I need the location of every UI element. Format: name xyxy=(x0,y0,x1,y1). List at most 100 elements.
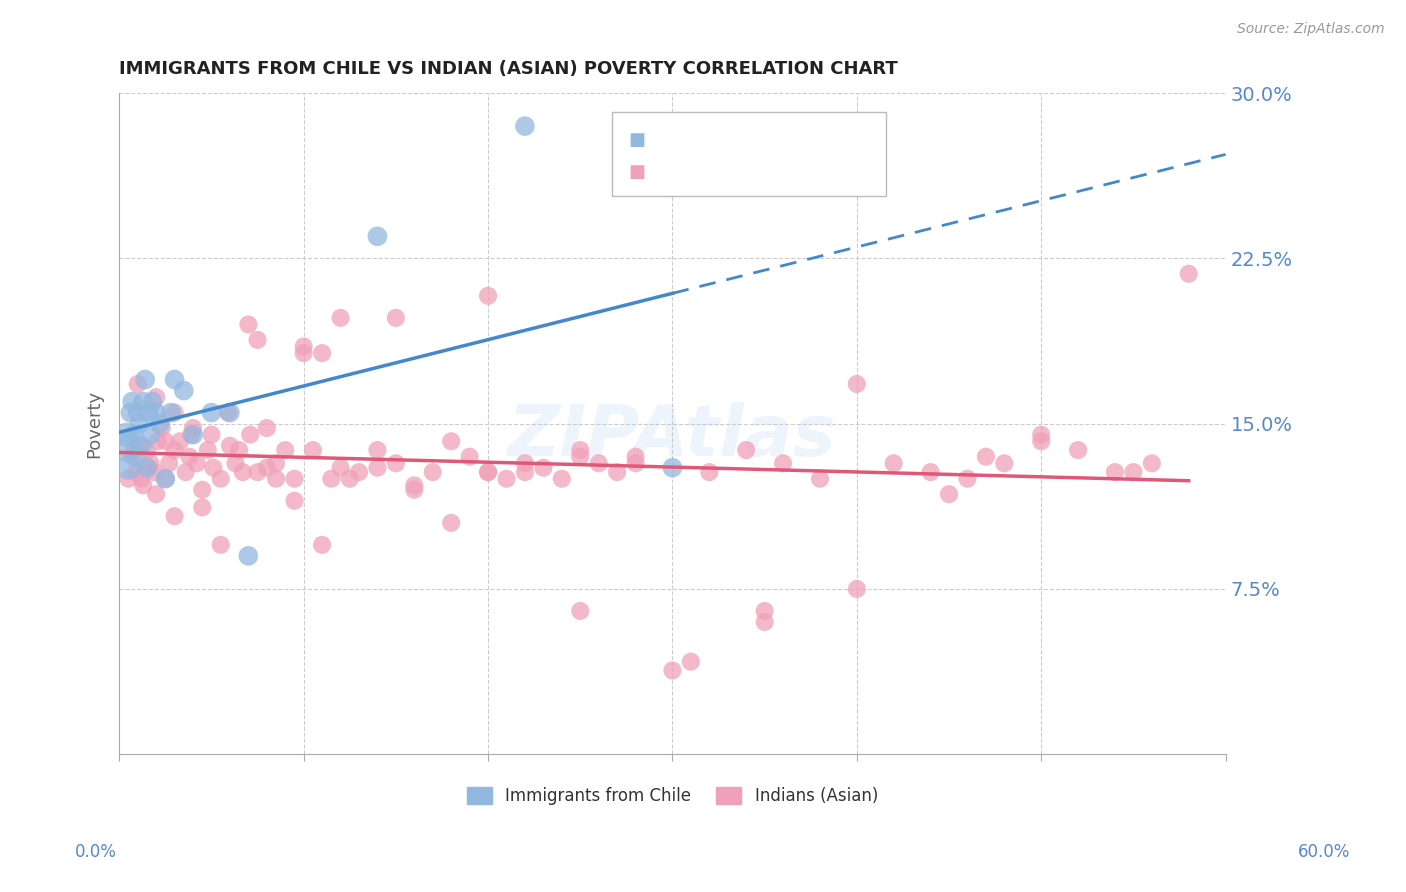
Point xyxy=(440,434,463,449)
Point xyxy=(219,439,242,453)
Point xyxy=(845,376,868,391)
Point xyxy=(883,456,905,470)
Text: 0.093: 0.093 xyxy=(697,163,749,181)
Point xyxy=(163,406,186,420)
Point xyxy=(588,456,610,470)
Point xyxy=(149,417,172,431)
Point xyxy=(155,434,177,449)
Point xyxy=(191,500,214,515)
Text: 0.178: 0.178 xyxy=(697,131,749,149)
Point xyxy=(404,483,426,497)
Point xyxy=(157,456,180,470)
Point xyxy=(217,406,239,420)
Point xyxy=(120,406,142,420)
Point xyxy=(132,478,155,492)
Point xyxy=(311,538,333,552)
Point xyxy=(121,394,143,409)
Point xyxy=(143,465,166,479)
Point xyxy=(117,472,139,486)
Point xyxy=(1067,443,1090,458)
Text: 0.0%: 0.0% xyxy=(75,843,117,861)
Point xyxy=(145,487,167,501)
Point xyxy=(264,456,287,470)
Point xyxy=(114,439,136,453)
Text: IMMIGRANTS FROM CHILE VS INDIAN (ASIAN) POVERTY CORRELATION CHART: IMMIGRANTS FROM CHILE VS INDIAN (ASIAN) … xyxy=(120,60,898,78)
Point xyxy=(122,443,145,458)
Y-axis label: Poverty: Poverty xyxy=(86,390,103,458)
Point xyxy=(224,456,246,470)
Point xyxy=(200,406,222,420)
Point xyxy=(477,289,499,303)
Point xyxy=(174,465,197,479)
Point xyxy=(624,456,647,470)
Point xyxy=(160,406,183,420)
Point xyxy=(115,427,138,442)
Point xyxy=(239,427,262,442)
Point xyxy=(938,487,960,501)
Point xyxy=(141,394,163,409)
Point xyxy=(808,472,831,486)
Point xyxy=(150,421,173,435)
Point xyxy=(569,443,592,458)
Text: ■: ■ xyxy=(628,163,645,181)
Point xyxy=(173,384,195,398)
Point xyxy=(366,443,388,458)
Point xyxy=(139,427,162,442)
Point xyxy=(624,450,647,464)
Point xyxy=(679,655,702,669)
Text: N =: N = xyxy=(759,163,796,181)
Point xyxy=(202,460,225,475)
Point xyxy=(845,582,868,596)
Point xyxy=(117,460,139,475)
Point xyxy=(329,460,352,475)
Point xyxy=(283,472,305,486)
Point xyxy=(163,509,186,524)
Point xyxy=(209,472,232,486)
Point xyxy=(131,472,153,486)
Point xyxy=(132,394,155,409)
Point xyxy=(339,472,361,486)
Point xyxy=(145,406,167,420)
Point xyxy=(128,439,150,453)
Point xyxy=(246,465,269,479)
Point xyxy=(1031,427,1053,442)
Point xyxy=(121,450,143,464)
Point xyxy=(179,450,201,464)
Point xyxy=(191,483,214,497)
Point xyxy=(993,456,1015,470)
Point xyxy=(302,443,325,458)
Text: 29: 29 xyxy=(799,131,823,149)
Point xyxy=(531,460,554,475)
Point xyxy=(697,465,720,479)
Point xyxy=(772,456,794,470)
Point xyxy=(219,406,242,420)
Point xyxy=(735,443,758,458)
Point xyxy=(163,373,186,387)
Point xyxy=(1031,434,1053,449)
Point xyxy=(661,460,683,475)
Point xyxy=(163,443,186,458)
Point xyxy=(404,478,426,492)
Point xyxy=(136,460,159,475)
Point xyxy=(155,472,177,486)
Point xyxy=(347,465,370,479)
Point xyxy=(385,456,408,470)
Point xyxy=(1122,465,1144,479)
Text: ZIPAtlas: ZIPAtlas xyxy=(508,402,837,471)
Point xyxy=(754,615,776,629)
Point xyxy=(569,604,592,618)
Point xyxy=(139,456,162,470)
Point xyxy=(181,421,204,435)
Point xyxy=(246,333,269,347)
Point xyxy=(292,339,315,353)
Point xyxy=(551,472,574,486)
Text: R =: R = xyxy=(654,131,690,149)
Point xyxy=(181,427,204,442)
Point xyxy=(321,472,343,486)
Point xyxy=(311,346,333,360)
Point xyxy=(180,427,202,442)
Point xyxy=(513,465,536,479)
Point xyxy=(292,346,315,360)
Point xyxy=(477,465,499,479)
Text: Source: ZipAtlas.com: Source: ZipAtlas.com xyxy=(1237,22,1385,37)
